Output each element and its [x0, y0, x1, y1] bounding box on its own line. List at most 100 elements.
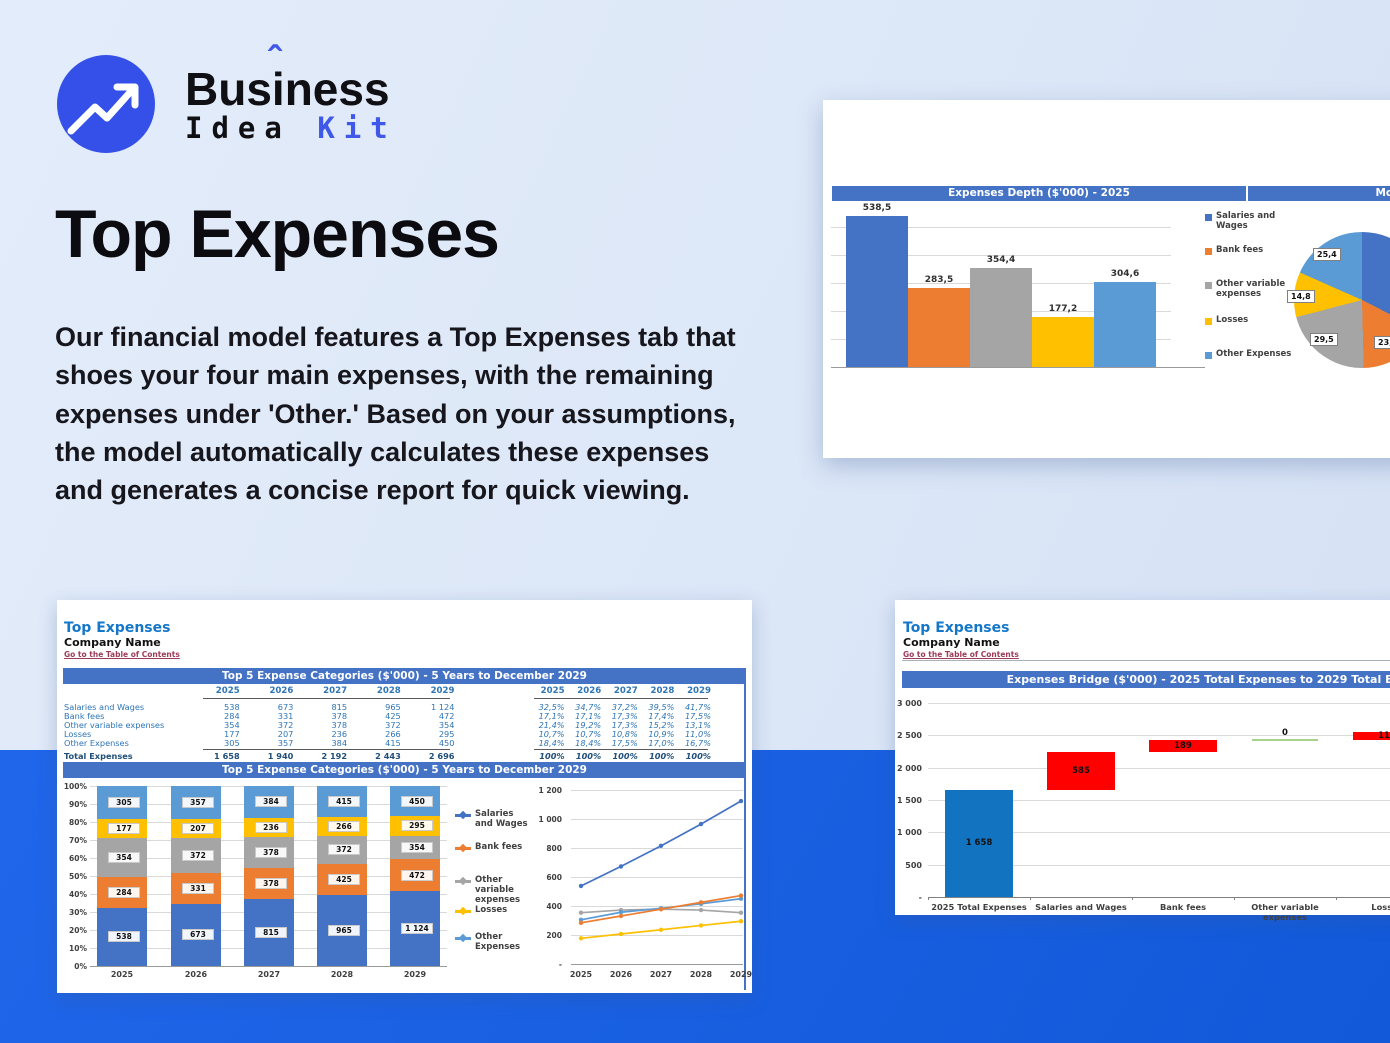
table-row-label: Losses [64, 729, 92, 739]
table-total-row-label: Total Expenses [64, 751, 133, 761]
stacked-ytick: 60% [69, 854, 87, 863]
bridge-bar-1 [1047, 751, 1115, 790]
table-row-label: Other variable expenses [64, 720, 165, 730]
year-header-pct: 2029 [687, 686, 711, 696]
stacked-xtick: 2026 [184, 970, 208, 979]
legend-label: Other Expenses [475, 932, 521, 952]
top5-table-banner: Top 5 Expense Categories ($'000) - 5 Yea… [63, 668, 746, 684]
intro-paragraph: Our financial model features a Top Expen… [55, 322, 736, 506]
depth-axis-baseline [831, 367, 1205, 368]
legend-label: Other Expenses [1216, 349, 1292, 359]
table-row-value: 305 [224, 738, 240, 748]
accent-hat-icon: ˆ [267, 38, 282, 83]
stacked-xtick: 2029 [403, 970, 427, 979]
year-header-pct: 2025 [540, 686, 565, 696]
year-header-pct: 2028 [650, 686, 675, 696]
top5-legend-item: Other variable expenses [455, 875, 533, 905]
line-marker-icon [738, 893, 744, 898]
table-row-value: 372 [385, 720, 401, 730]
legend-swatch-icon [1205, 282, 1212, 289]
table-row-label: Bank fees [64, 711, 105, 721]
table-row-pct: 13,1% [684, 720, 711, 730]
table-row-pct: 17,5% [684, 711, 711, 721]
bridge-ytick: 1 500 [896, 795, 922, 805]
bridge-xtick: Salaries and Wages [1035, 902, 1127, 912]
pie-slice-label: 29,5 [1310, 333, 1338, 346]
line-marker-icon [738, 910, 744, 915]
line-ytick: 1 000 [538, 815, 563, 824]
stacked-ytick: 100% [63, 782, 87, 791]
stacked-ytick: 0% [74, 962, 87, 971]
legend-label: Losses [475, 905, 508, 915]
table-row-pct: 10,7% [538, 729, 565, 739]
table-row-value: 965 [385, 702, 401, 712]
stacked-seg-label: 331 [182, 882, 214, 894]
table-total-row: Total Expenses 1 658 1 940 2 192 2 443 2 696 1… [63, 751, 746, 761]
bridge-axis-tick [1030, 897, 1031, 900]
stacked-seg-label: 965 [328, 924, 360, 936]
legend-marker-icon [458, 843, 468, 853]
table-row-pct: 18,4% [538, 738, 565, 748]
stacked-seg-label: 450 [401, 795, 433, 807]
table-row-value: 177 [224, 729, 240, 739]
table-row-pct: 32,5% [538, 702, 565, 712]
depth-legend-item: Other variable expenses [1205, 279, 1293, 300]
table-total-row-value: 2 192 [321, 751, 348, 761]
depth-bar-label: 304,6 [1110, 268, 1140, 279]
bridge-ytick: 3 000 [896, 699, 922, 708]
table-row-pct: 10,7% [575, 729, 602, 739]
brand-line2: Idea Kit [185, 110, 397, 145]
legend-line-icon [455, 876, 471, 886]
bridge-xtick: Losses [1371, 902, 1390, 912]
table-total-row-pct: 100% [685, 751, 711, 761]
bridge-axis-tick [928, 897, 929, 900]
legend-marker-icon [458, 906, 468, 916]
line-marker-icon [578, 910, 584, 915]
line-marker-icon [658, 927, 664, 932]
pie-slice-label: 25,4 [1313, 248, 1341, 261]
table-total-row-value: 2 696 [428, 751, 455, 761]
bridge-axis-tick [1234, 897, 1235, 900]
line-xtick: 2029 [729, 970, 753, 979]
line-marker-icon [578, 883, 584, 889]
legend-label: Other variable expenses [475, 875, 521, 905]
line-marker-icon [578, 917, 584, 922]
depth-legend-item: Losses [1205, 315, 1293, 326]
bridge-axis-baseline [928, 897, 1390, 898]
bridge-gridline [928, 767, 1390, 769]
table-of-contents-link[interactable]: Go to the Table of Contents [903, 650, 1019, 659]
table-of-contents-link[interactable]: Go to the Table of Contents [64, 650, 180, 659]
table-row-pct: 17,3% [611, 720, 638, 730]
legend-label: Salaries and Wages [475, 809, 528, 829]
legend-swatch-icon [1205, 352, 1212, 359]
line-marker-icon [618, 931, 624, 937]
line-xtick: 2026 [609, 970, 633, 979]
depth-bar-label: 354,4 [986, 254, 1016, 265]
stacked-ytick: 10% [69, 944, 87, 953]
legend-label: Other variable expenses [1216, 279, 1286, 299]
stacked-seg-label: 384 [255, 796, 287, 808]
depth-bar-label: 283,5 [924, 274, 954, 285]
expenses-depth-panel: Expenses Depth ($'000) - 2025 Monthly Ru… [823, 100, 1390, 458]
stacked-seg-label: 236 [255, 821, 287, 833]
depth-bar-label: 538,5 [862, 203, 892, 214]
stacked-xtick: 2027 [257, 970, 281, 979]
brand-wordmark: Busi ˆ ness Idea Kit [185, 41, 397, 145]
page-title: Top Expenses [55, 196, 500, 272]
table-row-pct: 11,0% [684, 729, 711, 739]
table-row-value: 372 [277, 720, 294, 730]
year-header-value: 2027 [323, 686, 348, 696]
table-row-value: 357 [277, 738, 294, 748]
stacked-seg-label: 372 [182, 850, 214, 862]
table-row-label: Salaries and Wages [64, 702, 145, 712]
stacked-seg-label: 378 [255, 847, 287, 858]
table-row-value: 207 [277, 729, 294, 739]
bridge-ytick: 1 000 [896, 828, 922, 838]
legend-marker-icon [458, 933, 468, 943]
depth-bar-4 [1094, 281, 1156, 367]
sheet-title: Top Expenses [64, 620, 171, 636]
stacked-seg-label: 305 [108, 797, 140, 809]
table-row-pct: 16,7% [684, 738, 711, 748]
table-row-pct: 17,5% [611, 738, 638, 748]
